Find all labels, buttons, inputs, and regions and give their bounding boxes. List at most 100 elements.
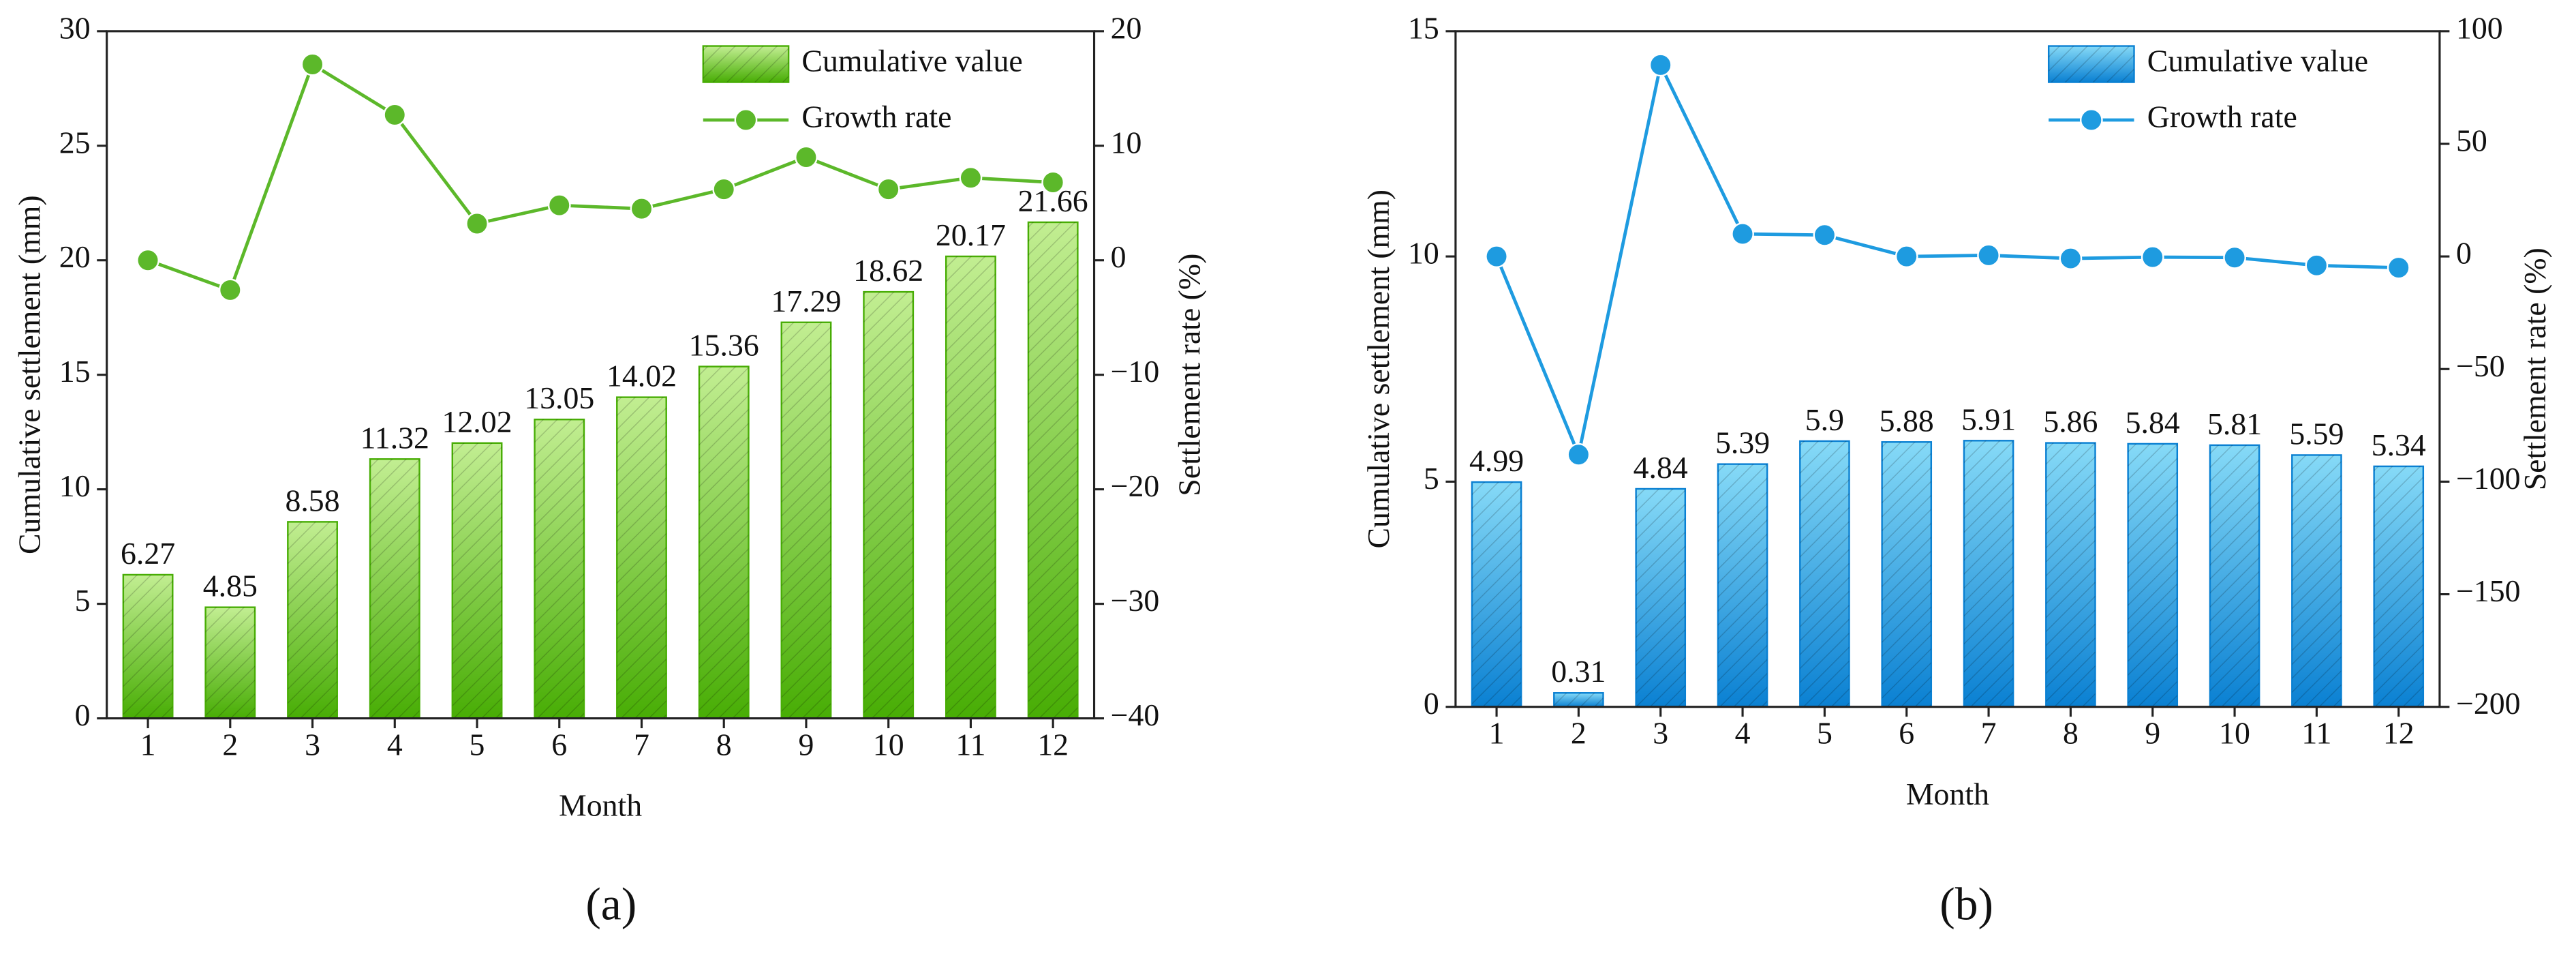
y-tick-label: 0 bbox=[1424, 686, 1439, 721]
bar-hatch bbox=[1882, 442, 1931, 707]
line-marker bbox=[1895, 245, 1918, 268]
bar-hatch bbox=[1028, 222, 1078, 719]
y2-tick-label: −200 bbox=[2456, 686, 2521, 721]
value-label: 15.36 bbox=[689, 328, 759, 363]
x-tick-label: 12 bbox=[2383, 716, 2414, 751]
value-label: 14.02 bbox=[607, 359, 677, 393]
y-tick-label: 5 bbox=[75, 583, 91, 618]
line-marker bbox=[712, 177, 736, 201]
legend-label: Growth rate bbox=[801, 100, 951, 134]
bar-hatch bbox=[2128, 443, 2177, 707]
y2-axis-title: Settlement rate (%) bbox=[1172, 254, 1207, 496]
x-tick-label: 1 bbox=[140, 728, 156, 762]
bar-hatch bbox=[2374, 466, 2423, 707]
bar-hatch bbox=[1554, 693, 1604, 707]
value-label: 4.85 bbox=[203, 569, 258, 603]
value-label: 12.02 bbox=[442, 404, 512, 439]
line-marker bbox=[1977, 243, 2000, 267]
x-tick-label: 2 bbox=[222, 728, 238, 762]
value-label: 20.17 bbox=[936, 217, 1006, 252]
value-label: 13.05 bbox=[524, 380, 594, 415]
line-marker bbox=[465, 212, 489, 235]
x-tick-label: 9 bbox=[2145, 716, 2160, 751]
bar-hatch bbox=[863, 292, 913, 719]
legend-swatch-hatch bbox=[2049, 46, 2134, 82]
value-label: 6.27 bbox=[121, 536, 175, 571]
value-label: 8.58 bbox=[285, 483, 339, 518]
value-label: 5.9 bbox=[1805, 402, 1844, 437]
x-tick-label: 3 bbox=[305, 728, 320, 762]
bar-hatch bbox=[534, 419, 584, 719]
y2-tick-label: 100 bbox=[2456, 10, 2503, 45]
x-tick-label: 11 bbox=[2301, 716, 2331, 751]
y2-tick-label: 10 bbox=[1111, 125, 1142, 160]
value-label: 5.39 bbox=[1715, 425, 1770, 460]
value-label: 5.88 bbox=[1880, 403, 1934, 438]
y-tick-label: 15 bbox=[1408, 10, 1439, 45]
x-tick-label: 8 bbox=[716, 728, 732, 762]
panel-label: (a) bbox=[585, 879, 637, 930]
bar-hatch bbox=[123, 574, 173, 719]
line-marker bbox=[2059, 247, 2083, 270]
bar-hatch bbox=[617, 397, 666, 719]
y2-tick-label: 0 bbox=[1111, 239, 1126, 274]
y2-tick-label: −50 bbox=[2456, 348, 2505, 383]
x-tick-label: 4 bbox=[387, 728, 403, 762]
y-tick-label: 10 bbox=[59, 468, 91, 503]
y2-tick-label: −30 bbox=[1111, 583, 1160, 618]
x-tick-label: 12 bbox=[1037, 728, 1069, 762]
y-tick-label: 15 bbox=[59, 354, 91, 389]
bar-hatch bbox=[2046, 442, 2096, 707]
value-label: 11.32 bbox=[361, 420, 429, 455]
line-marker bbox=[1567, 442, 1591, 466]
plot-frame bbox=[1454, 30, 2441, 708]
line-marker bbox=[876, 177, 900, 201]
y-axis-title: Cumulative settlement (mm) bbox=[1361, 190, 1396, 549]
x-tick-label: 3 bbox=[1653, 716, 1668, 751]
bar-hatch bbox=[2209, 445, 2260, 707]
x-tick-label: 7 bbox=[634, 728, 649, 762]
x-tick-label: 4 bbox=[1735, 716, 1751, 751]
x-tick-label: 5 bbox=[470, 728, 485, 762]
series-line bbox=[147, 61, 1054, 292]
x-axis-title: Month bbox=[1906, 777, 1989, 811]
legend-swatch-hatch bbox=[703, 46, 789, 82]
y2-axis-title: Settlement rate (%) bbox=[2517, 247, 2552, 490]
line-marker bbox=[218, 278, 242, 302]
line-marker bbox=[547, 194, 571, 217]
line-marker bbox=[301, 52, 324, 76]
value-label: 17.29 bbox=[771, 284, 841, 318]
value-label: 5.81 bbox=[2207, 406, 2262, 441]
line-marker bbox=[1731, 222, 1754, 245]
y-tick-label: 10 bbox=[1408, 236, 1439, 271]
y2-tick-label: −150 bbox=[2456, 573, 2521, 608]
legend-marker bbox=[734, 108, 758, 132]
y2-tick-label: −10 bbox=[1111, 354, 1160, 389]
line-marker bbox=[795, 145, 818, 169]
x-tick-label: 6 bbox=[551, 728, 567, 762]
legend-label: Cumulative value bbox=[2147, 44, 2368, 78]
y2-tick-label: −20 bbox=[1111, 468, 1160, 503]
line-marker bbox=[2387, 256, 2410, 280]
y2-tick-label: −40 bbox=[1111, 698, 1160, 732]
legend-marker bbox=[2079, 108, 2103, 132]
line-marker bbox=[2141, 245, 2164, 269]
bar-hatch bbox=[1717, 464, 1768, 707]
x-tick-label: 1 bbox=[1489, 716, 1505, 751]
y-tick-label: 30 bbox=[59, 10, 91, 45]
x-tick-label: 9 bbox=[799, 728, 814, 762]
plot-frame bbox=[106, 30, 1096, 720]
value-label: 5.91 bbox=[1961, 402, 2016, 436]
bar-hatch bbox=[452, 442, 502, 719]
y-axis-title: Cumulative settlement (mm) bbox=[12, 195, 47, 554]
line-marker bbox=[959, 166, 983, 190]
x-tick-label: 10 bbox=[2219, 716, 2250, 751]
value-label: 18.62 bbox=[853, 253, 923, 288]
line-marker bbox=[2223, 245, 2246, 269]
bar-hatch bbox=[699, 366, 749, 719]
panel-label: (b) bbox=[1939, 879, 1993, 930]
x-tick-label: 10 bbox=[873, 728, 904, 762]
